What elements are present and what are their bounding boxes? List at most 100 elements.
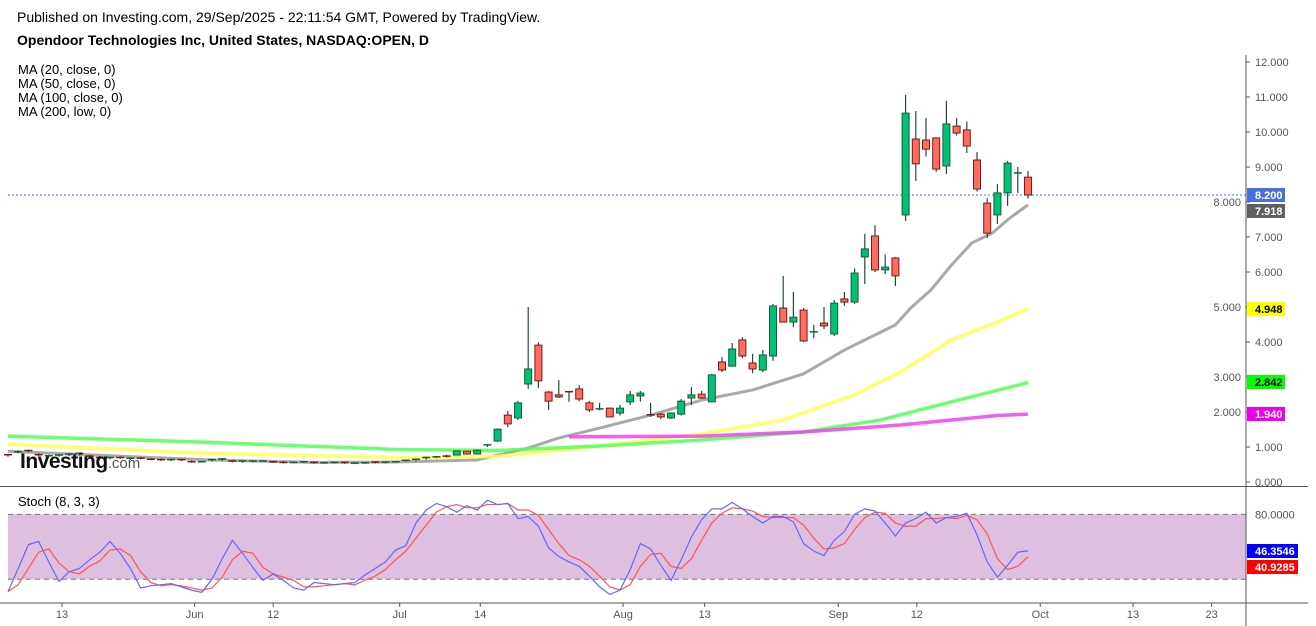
candle-up	[830, 302, 839, 335]
ma-tag-1: 7.918	[1255, 206, 1283, 218]
x-tick-label: 13	[56, 609, 68, 621]
candle-down	[952, 125, 961, 134]
ma-tag-4: 1.940	[1255, 409, 1283, 421]
y-tick-label: 11.000	[1255, 92, 1288, 104]
candle-down	[605, 407, 614, 418]
candle-up	[687, 394, 696, 399]
candle-down	[962, 129, 971, 147]
candle-up	[524, 368, 533, 385]
candle-down	[779, 307, 788, 323]
candle-down	[891, 257, 900, 277]
candle-down	[503, 414, 512, 425]
legend-ma50: MA (50, close, 0)	[18, 76, 116, 91]
x-tick-label: 23	[1205, 609, 1217, 621]
candle-up	[758, 354, 767, 371]
x-tick-label: 13	[1127, 609, 1139, 621]
y-tick-label: 7.000	[1255, 232, 1283, 244]
candle-up	[626, 394, 635, 403]
y-tick-label: 3.000	[1213, 372, 1241, 384]
candle-down	[575, 388, 584, 400]
published-caption: Published on Investing.com, 29/Sep/2025 …	[17, 9, 541, 25]
candle-up	[636, 392, 645, 397]
last-price-tag: 8.200	[1255, 190, 1283, 202]
candle-down	[973, 159, 981, 190]
candle-up	[677, 400, 686, 415]
candle-up	[881, 266, 890, 271]
candle-up	[901, 112, 910, 216]
candle-up	[667, 412, 675, 419]
candle-down	[840, 298, 849, 303]
candle-down	[718, 361, 726, 371]
ma-line-1	[7, 203, 1029, 464]
y-tick-label: 4.000	[1255, 337, 1283, 349]
candle-down	[544, 391, 553, 402]
candle-up	[860, 248, 869, 258]
x-tick-label: 14	[474, 609, 486, 621]
candle-up	[942, 123, 951, 167]
candle-up	[993, 192, 1002, 216]
candle-down	[1024, 176, 1032, 196]
candle-down	[585, 402, 594, 411]
chart-title: Opendoor Technologies Inc, United States…	[17, 32, 430, 48]
ma-tag-4-bg	[1247, 407, 1285, 421]
y-tick-label: 1.000	[1255, 442, 1283, 454]
candle-down	[463, 450, 471, 455]
x-tick-label: Oct	[1032, 609, 1049, 621]
last-price-tag-bg	[1247, 188, 1285, 202]
x-tick-label: Sep	[828, 609, 848, 621]
ma-line-4	[568, 412, 1029, 439]
ma-line-3	[7, 380, 1029, 453]
candle-up	[728, 348, 737, 367]
candle-up	[473, 449, 482, 455]
ma-line-2	[7, 307, 1029, 460]
candle-up	[850, 272, 859, 303]
candle-down	[738, 339, 747, 357]
ma-tag-3-bg	[1247, 375, 1285, 389]
candle-down	[820, 322, 828, 327]
x-tick-label: Jun	[186, 609, 204, 621]
stoch-title: Stoch (8, 3, 3)	[18, 494, 100, 509]
candle-up	[789, 316, 798, 323]
candle-down	[554, 394, 563, 398]
x-tick-label: 13	[699, 609, 711, 621]
candle-up	[707, 374, 716, 403]
legend-ma100: MA (100, close, 0)	[18, 90, 123, 105]
candle-down	[871, 235, 879, 271]
ma-tag-1-bg	[1247, 204, 1285, 218]
legend-ma20: MA (20, close, 0)	[18, 62, 116, 77]
stoch-line-k	[7, 499, 1029, 596]
y-tick-label: 0.000	[1255, 477, 1283, 489]
x-tick-label: Jul	[393, 609, 407, 621]
candle-down	[911, 138, 920, 165]
ma-tag-2-bg	[1247, 302, 1285, 316]
stoch-k-tag-bg	[1247, 544, 1298, 558]
candle-down	[983, 202, 992, 234]
x-tick-label: Aug	[613, 609, 633, 621]
y-tick-label: 8.000	[1213, 197, 1241, 209]
candle-up	[616, 407, 624, 414]
y-tick-label: 6.000	[1255, 267, 1283, 279]
ma-tag-2: 4.948	[1255, 304, 1283, 316]
y-tick-label: 10.000	[1255, 127, 1289, 139]
x-tick-label: 12	[911, 609, 923, 621]
candle-down	[922, 139, 930, 150]
x-tick-label: 12	[267, 609, 279, 621]
candle-down	[748, 362, 757, 370]
stoch-tick-label: 80.0000	[1255, 509, 1295, 521]
candle-down	[534, 344, 543, 382]
candle-up	[452, 450, 461, 456]
candle-up	[1003, 162, 1012, 194]
candle-down	[697, 393, 706, 399]
candle-down	[932, 137, 941, 170]
legend-ma200: MA (200, low, 0)	[18, 104, 112, 119]
candle-up	[769, 305, 777, 357]
stoch-k-tag: 46.3546	[1255, 546, 1295, 558]
y-tick-label: 2.000	[1213, 407, 1241, 419]
stoch-d-tag-bg	[1247, 560, 1298, 574]
ma-tag-3: 2.842	[1255, 377, 1283, 389]
stoch-band	[8, 514, 1246, 580]
y-tick-label: 12.000	[1255, 57, 1289, 69]
candle-down	[656, 413, 665, 418]
investing-logo: Investing.com	[20, 450, 141, 473]
